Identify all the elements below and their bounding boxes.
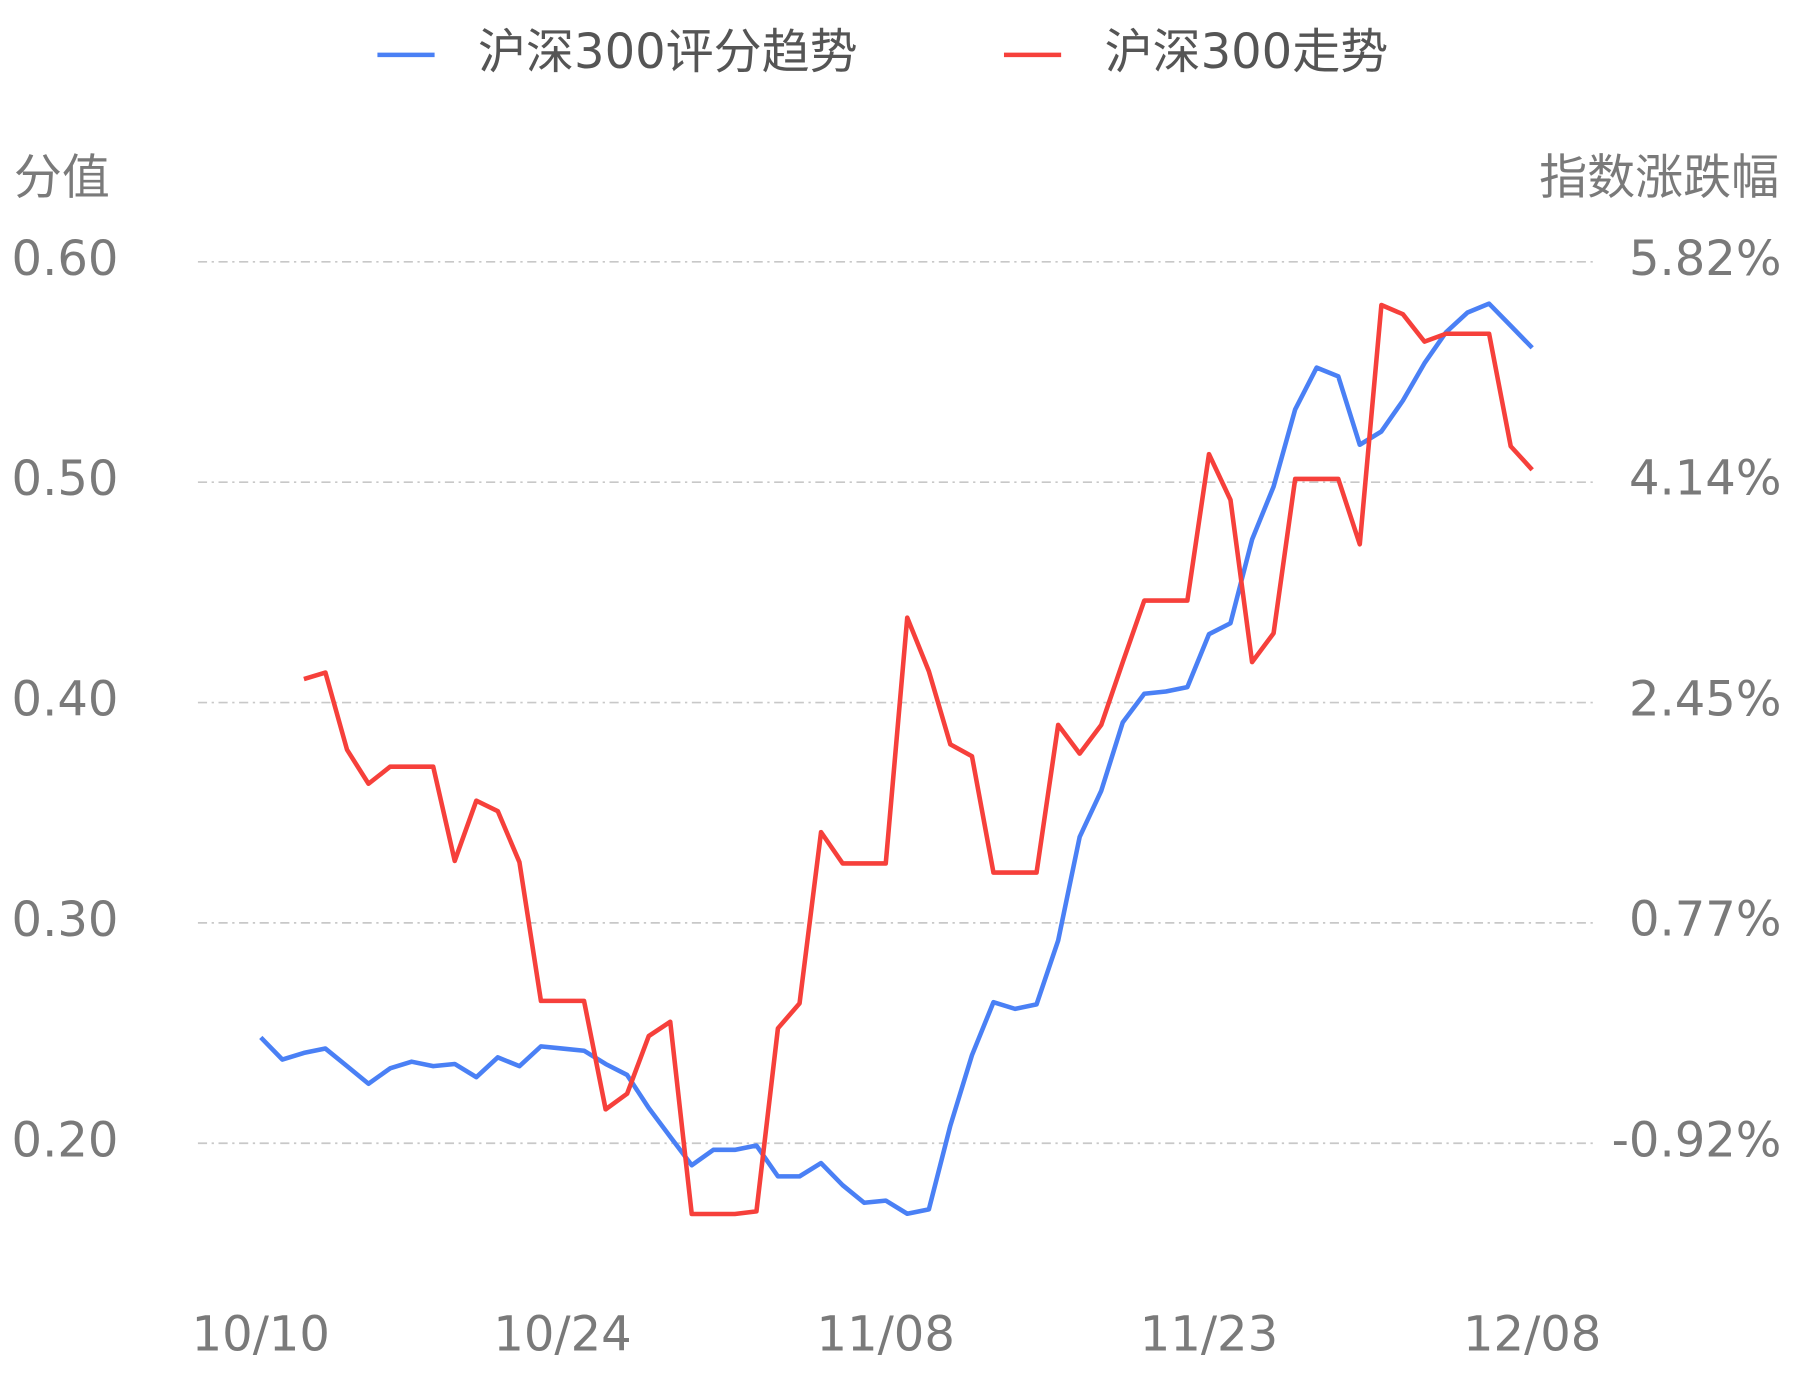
y-tick-label: 0.20 [12,1112,119,1168]
y2-tick-label: 2.45% [1629,672,1781,728]
x-tick-label: 11/23 [1140,1307,1278,1363]
y2-axis-title: 指数涨跌幅 [1539,150,1779,206]
y-axis-title: 分值 [14,150,110,206]
y-tick-label: 0.50 [12,451,119,507]
series-line [259,301,1534,1217]
y2-tick-label: 4.14% [1629,451,1781,507]
y2-tick-label: -0.92% [1612,1112,1782,1168]
x-tick-label: 12/08 [1463,1307,1601,1363]
y2-tick-label: 0.77% [1629,891,1781,947]
y-tick-label: 0.60 [12,231,119,287]
y2-tick-label: 5.82% [1629,231,1781,287]
x-tick-label: 10/10 [192,1307,330,1363]
x-tick-label: 11/08 [817,1307,955,1363]
x-tick-label: 10/24 [493,1307,631,1363]
legend-label: 沪深300走势 [1105,24,1389,80]
series-line [303,302,1534,1217]
y-tick-label: 0.40 [12,672,119,728]
y-tick-label: 0.30 [12,892,119,948]
legend-label: 沪深300评分趋势 [478,24,858,80]
